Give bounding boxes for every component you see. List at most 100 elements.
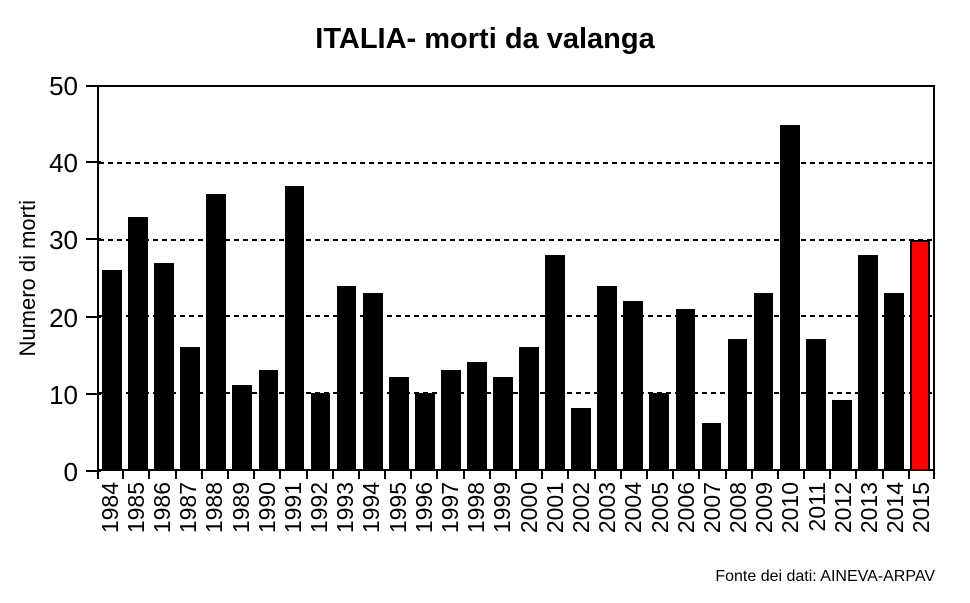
y-tick-label-30: 30 <box>49 225 78 256</box>
bar-2014 <box>884 293 904 469</box>
x-tick-27 <box>803 471 806 479</box>
bar-slot-2011 <box>803 87 829 469</box>
x-tick-21 <box>645 471 648 479</box>
bar-1987 <box>180 346 201 469</box>
bar-1996 <box>414 392 435 469</box>
y-axis: 0 10 20 30 40 50 <box>0 73 101 485</box>
y-tick-50 <box>86 85 101 87</box>
x-label-cell-1996: 1996 <box>411 482 437 562</box>
bar-2010 <box>779 125 800 469</box>
bar-slot-1995 <box>386 87 412 469</box>
x-tick-label-2000: 2000 <box>515 482 542 534</box>
bar-2004 <box>623 300 644 469</box>
x-tick-10 <box>357 471 360 479</box>
bar-slot-2012 <box>829 87 855 469</box>
bar-1999 <box>493 377 513 469</box>
x-tick-label-2014: 2014 <box>882 482 909 534</box>
bar-slot-2010 <box>777 87 803 469</box>
x-label-cell-1984: 1984 <box>97 482 123 562</box>
x-tick-label-2009: 2009 <box>751 482 778 534</box>
x-tick-label-2008: 2008 <box>725 482 752 534</box>
bar-2000 <box>519 346 539 469</box>
chart-title: ITALIA- morti da valanga <box>315 23 655 55</box>
x-label-cell-2007: 2007 <box>699 482 725 562</box>
x-tick-label-2005: 2005 <box>646 482 673 534</box>
bar-slot-1990 <box>255 87 281 469</box>
x-tick-label-1984: 1984 <box>96 482 123 534</box>
y-tick-10 <box>86 392 101 395</box>
x-label-cell-2013: 2013 <box>856 482 882 562</box>
gridline-20 <box>99 315 933 318</box>
bar-slot-1989 <box>229 87 255 469</box>
bar-slot-2000 <box>516 87 542 469</box>
bar-1985 <box>128 216 148 469</box>
x-tick-label-1992: 1992 <box>306 482 333 534</box>
bar-slot-1988 <box>203 87 229 469</box>
bar-2008 <box>727 339 748 469</box>
x-tick-label-2004: 2004 <box>620 482 647 534</box>
y-tick-0 <box>86 470 101 472</box>
x-tick-label-1991: 1991 <box>279 482 306 534</box>
x-label-cell-2008: 2008 <box>725 482 752 562</box>
x-tick-9 <box>331 471 334 479</box>
bar-slot-1987 <box>177 87 203 469</box>
x-tick-19 <box>593 471 596 479</box>
bar-1994 <box>362 293 383 469</box>
x-label-cell-1985: 1985 <box>123 482 149 562</box>
x-tick-label-2003: 2003 <box>594 482 621 534</box>
bar-slot-2003 <box>594 87 620 469</box>
x-tick-label-1990: 1990 <box>253 482 280 534</box>
bar-slot-1993 <box>334 87 360 469</box>
x-label-cell-2009: 2009 <box>751 482 778 562</box>
x-tick-label-1987: 1987 <box>175 482 202 534</box>
x-tick-label-1993: 1993 <box>332 482 359 534</box>
bar-1991 <box>284 186 305 469</box>
bar-2012 <box>831 400 852 469</box>
x-tick-23 <box>698 471 701 479</box>
bar-slot-1997 <box>438 87 464 469</box>
x-tick-14 <box>462 471 465 479</box>
x-tick-26 <box>776 471 779 479</box>
bar-2011 <box>805 339 826 469</box>
x-label-cell-2010: 2010 <box>777 482 804 562</box>
x-tick-11 <box>384 471 387 479</box>
plot-area <box>97 85 935 471</box>
x-tick-6 <box>253 471 256 479</box>
bar-slot-2001 <box>542 87 568 469</box>
x-label-cell-1986: 1986 <box>149 482 175 562</box>
bar-slot-2004 <box>620 87 646 469</box>
y-tick-20 <box>86 315 101 318</box>
bar-slot-2008 <box>725 87 751 469</box>
x-tick-label-1989: 1989 <box>227 482 254 534</box>
bar-slot-1998 <box>464 87 490 469</box>
x-tick-label-2006: 2006 <box>672 482 699 534</box>
x-label-cell-2001: 2001 <box>542 482 568 562</box>
bar-2005 <box>649 392 670 469</box>
bar-slot-2002 <box>568 87 594 469</box>
x-tick-5 <box>226 471 229 479</box>
y-tick-label-50: 50 <box>49 71 78 101</box>
x-tick-label-2015: 2015 <box>908 482 935 534</box>
x-tick-label-2013: 2013 <box>856 482 883 534</box>
bar-2013 <box>857 255 878 469</box>
gridline-40 <box>99 162 933 165</box>
x-tick-17 <box>541 471 544 479</box>
x-label-cell-1994: 1994 <box>358 482 385 562</box>
x-label-cell-1988: 1988 <box>201 482 228 562</box>
x-tick-3 <box>174 471 177 479</box>
y-tick-label-40: 40 <box>49 148 78 179</box>
y-tick-label-10: 10 <box>49 379 78 410</box>
x-tick-15 <box>488 471 491 479</box>
bar-2006 <box>675 308 696 469</box>
bar-slot-1985 <box>125 87 151 469</box>
x-label-cell-2011: 2011 <box>804 482 830 562</box>
bar-1986 <box>154 262 175 469</box>
x-tick-label-1986: 1986 <box>148 482 175 534</box>
bar-1989 <box>232 384 253 469</box>
bar-1990 <box>258 369 279 469</box>
bar-slot-2006 <box>672 87 698 469</box>
x-tick-2 <box>148 471 151 479</box>
bar-1997 <box>440 369 461 469</box>
x-label-cell-1998: 1998 <box>463 482 490 562</box>
x-tick-4 <box>200 471 203 479</box>
